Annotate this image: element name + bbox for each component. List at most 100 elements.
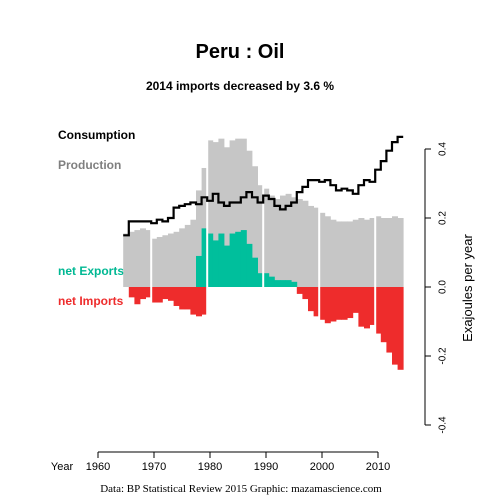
production-bar bbox=[302, 200, 309, 287]
production-bar bbox=[280, 195, 286, 287]
net-imports-bar bbox=[369, 287, 376, 325]
net-exports-bars bbox=[196, 228, 298, 287]
net-imports-bar bbox=[168, 287, 174, 301]
net-exports-bar bbox=[280, 280, 286, 287]
legend-consumption: Consumption bbox=[58, 128, 135, 142]
net-imports-bar bbox=[380, 287, 387, 343]
net-imports-bars bbox=[128, 287, 404, 370]
chart-title: Peru : Oil bbox=[196, 41, 285, 63]
production-bar bbox=[380, 218, 387, 287]
production-bar bbox=[128, 231, 135, 287]
production-bar bbox=[263, 188, 270, 287]
net-imports-bar bbox=[352, 287, 359, 313]
production-bar bbox=[375, 216, 382, 287]
y-axis: -0.4 -0.2 0.0 0.2 0.4 bbox=[424, 142, 449, 434]
net-imports-bar bbox=[162, 287, 169, 300]
production-bar bbox=[336, 221, 342, 287]
net-imports-bar bbox=[324, 287, 331, 324]
net-exports-bar bbox=[229, 233, 236, 287]
net-imports-bar bbox=[179, 287, 186, 310]
net-exports-bar bbox=[235, 231, 242, 287]
net-imports-bar bbox=[140, 287, 146, 300]
net-exports-bar bbox=[201, 228, 208, 287]
production-bar bbox=[369, 218, 376, 287]
net-exports-bar bbox=[252, 257, 258, 287]
production-bar bbox=[235, 138, 242, 287]
production-bar bbox=[386, 218, 393, 287]
chart-subtitle: 2014 imports decreased by 3.6 % bbox=[146, 79, 334, 93]
net-exports-bar bbox=[207, 233, 214, 287]
production-bar bbox=[252, 166, 258, 287]
net-imports-bar bbox=[302, 287, 309, 300]
x-tick-label: 1980 bbox=[198, 461, 222, 473]
production-bar bbox=[179, 228, 186, 287]
production-bar bbox=[140, 228, 146, 287]
x-axis: 1960 1970 1980 1990 2000 2010 bbox=[86, 451, 390, 473]
net-imports-bar bbox=[308, 287, 314, 312]
production-bar bbox=[308, 205, 314, 287]
production-bar bbox=[352, 219, 359, 287]
net-imports-bar bbox=[134, 287, 141, 305]
consumption-line bbox=[123, 135, 404, 237]
chart-footer: Data: BP Statistical Review 2015 Graphic… bbox=[100, 483, 382, 495]
net-imports-bar bbox=[347, 287, 354, 319]
production-bar bbox=[268, 195, 275, 287]
net-exports-bar bbox=[196, 255, 202, 287]
production-bar bbox=[257, 185, 264, 287]
net-imports-bar bbox=[392, 287, 398, 365]
net-imports-bar bbox=[313, 287, 320, 317]
production-bar bbox=[168, 233, 174, 287]
net-exports-bar bbox=[212, 240, 219, 287]
production-bar bbox=[364, 219, 370, 287]
decade-separators bbox=[150, 135, 377, 374]
net-exports-bar bbox=[263, 273, 270, 287]
x-axis-label: Year bbox=[51, 461, 74, 473]
net-exports-bar bbox=[285, 280, 292, 287]
net-imports-bar bbox=[358, 287, 365, 327]
net-imports-bar bbox=[128, 287, 135, 298]
net-imports-bar bbox=[296, 287, 303, 294]
production-bar bbox=[123, 233, 130, 287]
y-tick-label: 0.2 bbox=[438, 211, 449, 225]
net-exports-bar bbox=[257, 273, 264, 287]
legend-net-exports: net Exports bbox=[58, 264, 124, 278]
net-imports-bar bbox=[364, 287, 370, 329]
production-bar bbox=[201, 167, 208, 287]
y-tick-label: 0.4 bbox=[438, 142, 449, 156]
net-imports-bar bbox=[196, 287, 202, 317]
net-exports-bar bbox=[240, 230, 247, 287]
net-exports-bar bbox=[268, 276, 275, 287]
production-bar bbox=[173, 231, 180, 287]
net-exports-bar bbox=[291, 281, 298, 287]
y-tick-label: 0.0 bbox=[438, 280, 449, 294]
production-bar bbox=[341, 221, 348, 287]
production-bar bbox=[397, 218, 404, 287]
production-bar bbox=[274, 199, 281, 287]
production-bar bbox=[162, 235, 169, 287]
net-exports-bar bbox=[218, 233, 225, 287]
legend-net-imports: net Imports bbox=[58, 294, 124, 308]
net-imports-bar bbox=[375, 287, 382, 334]
net-imports-bar bbox=[151, 287, 158, 303]
production-bar bbox=[330, 219, 337, 287]
production-bars bbox=[123, 138, 404, 287]
production-bar bbox=[296, 199, 303, 287]
net-imports-bar bbox=[184, 287, 191, 310]
net-imports-bar bbox=[173, 287, 180, 306]
net-imports-bar bbox=[145, 287, 152, 298]
production-bar bbox=[291, 197, 298, 287]
net-imports-bar bbox=[156, 287, 163, 303]
production-bar bbox=[347, 221, 354, 287]
x-tick-label: 2010 bbox=[366, 461, 390, 473]
production-bar bbox=[156, 236, 163, 287]
production-bar bbox=[319, 212, 326, 287]
x-tick-label: 1960 bbox=[86, 461, 110, 473]
production-bar bbox=[212, 142, 219, 287]
x-tick-label: 1970 bbox=[142, 461, 166, 473]
production-bar bbox=[324, 216, 331, 287]
y-tick-label: -0.4 bbox=[438, 416, 449, 434]
production-bar bbox=[207, 140, 214, 287]
y-axis-label: Exajoules per year bbox=[460, 233, 475, 341]
production-bar bbox=[392, 216, 398, 287]
